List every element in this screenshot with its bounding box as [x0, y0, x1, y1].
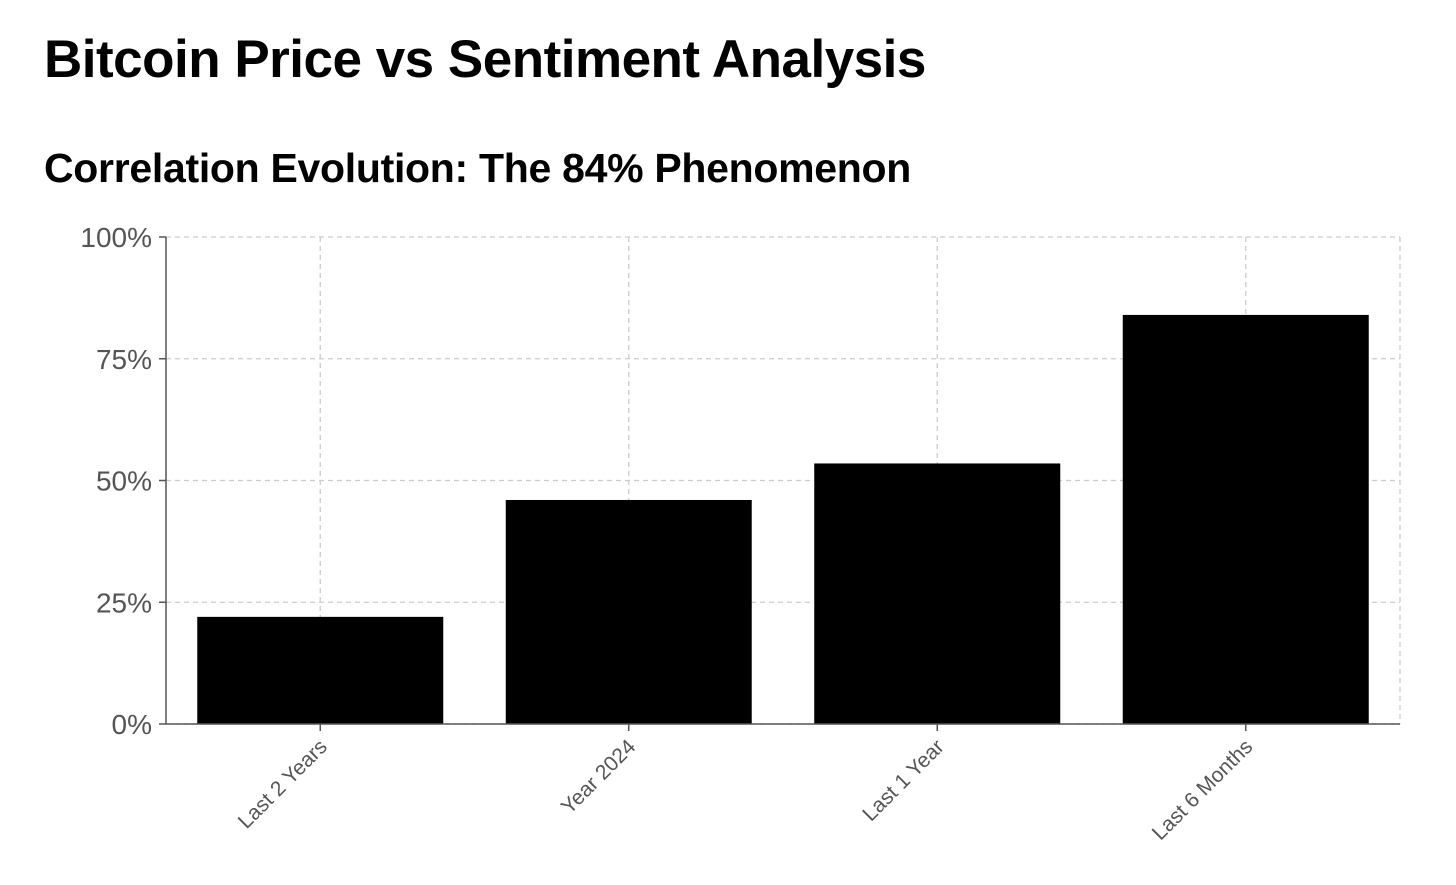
- y-tick-label-4: 100%: [80, 222, 152, 253]
- y-tick-label-0: 0%: [112, 709, 152, 740]
- y-tick-label-2: 50%: [96, 466, 152, 497]
- x-tick-label-2: Last 1 Year: [858, 735, 949, 826]
- bars-layer: [197, 314, 1369, 724]
- chart-title: Correlation Evolution: The 84% Phenomeno…: [44, 145, 911, 191]
- bar-last-1-year: [814, 463, 1061, 724]
- bar-last-2-years: [197, 616, 444, 724]
- page-title: Bitcoin Price vs Sentiment Analysis: [44, 30, 926, 89]
- bar-last-6-months: [1122, 314, 1369, 724]
- y-tick-label-3: 75%: [96, 344, 152, 375]
- x-tick-label-0: Last 2 Years: [234, 735, 332, 833]
- x-tick-label-3: Last 6 Months: [1148, 735, 1258, 845]
- bar-year-2024: [505, 499, 752, 724]
- axes-layer: [159, 236, 1400, 731]
- y-tick-label-1: 25%: [96, 587, 152, 618]
- x-tick-label-1: Year 2024: [557, 735, 641, 819]
